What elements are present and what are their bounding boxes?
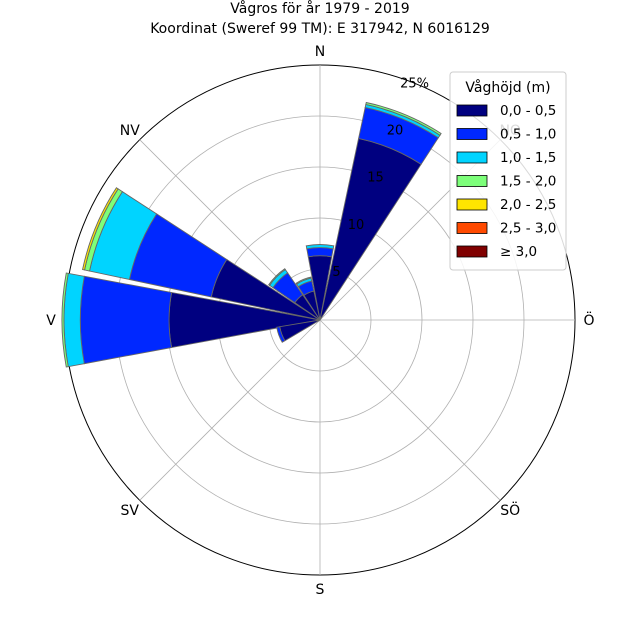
bars	[61, 101, 442, 368]
bar-segment	[276, 326, 286, 343]
radial-tick-label: 5	[332, 265, 340, 280]
bar-segment	[82, 187, 119, 271]
bar-segment	[305, 244, 335, 250]
radial-tick-label: 10	[348, 218, 365, 233]
direction-label: Ö	[583, 311, 594, 329]
legend-entry: 0,5 - 1,0	[500, 127, 556, 143]
radial-tick-label: 25%	[400, 76, 429, 91]
legend-entry: 2,5 - 3,0	[500, 221, 556, 237]
legend-entry: 2,0 - 2,5	[500, 197, 556, 213]
legend-title: Våghöjd (m)	[465, 79, 550, 96]
grid-spoke	[139, 319, 321, 501]
radial-tick-label: 15	[367, 171, 384, 186]
bar-segment	[79, 275, 173, 365]
bar-segment	[268, 268, 286, 286]
direction-label: N	[315, 44, 325, 60]
legend: Våghöjd (m) 0,0 - 0,5 0,5 - 1,0 1,0 - 1,5 1,…	[449, 71, 567, 271]
grid-spoke	[319, 319, 501, 501]
legend-box	[449, 71, 567, 271]
radial-tick-label: 20	[387, 124, 404, 139]
direction-label: S	[316, 582, 325, 598]
legend-entry: 1,0 - 1,5	[500, 150, 556, 166]
legend-swatch	[456, 104, 488, 117]
direction-label: SV	[121, 503, 140, 519]
legend-entry: ≥ 3,0	[500, 244, 537, 260]
chart-subtitle: Koordinat (Sweref 99 TM): E 317942, N 60…	[150, 21, 490, 37]
legend-swatch	[456, 128, 488, 140]
direction-label: NV	[120, 123, 140, 139]
direction-label: V	[46, 313, 56, 329]
bar-segment	[295, 276, 312, 285]
chart-title: Vågros för år 1979 - 2019	[230, 0, 409, 17]
bar-segment	[319, 137, 422, 321]
legend-swatch	[456, 198, 488, 211]
bar-segment	[306, 247, 334, 258]
legend-entry: 0,0 - 0,5	[500, 103, 556, 119]
legend-entry: 1,5 - 2,0	[500, 174, 556, 190]
legend-swatch	[456, 151, 488, 164]
direction-label: SÖ	[500, 501, 520, 519]
bar-segment	[365, 101, 442, 136]
bar-segment	[61, 272, 69, 368]
legend-swatch	[456, 175, 488, 187]
legend-swatch	[456, 245, 488, 258]
legend-swatch	[456, 222, 488, 234]
